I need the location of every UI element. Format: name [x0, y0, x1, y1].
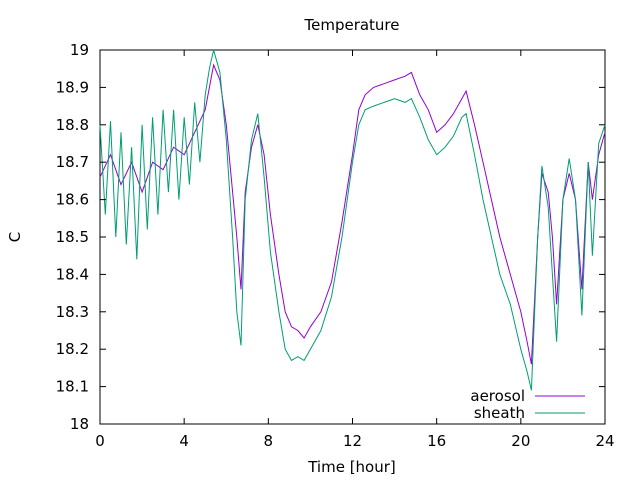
- legend-label-1: sheath: [474, 404, 525, 422]
- x-axis-label: Time [hour]: [307, 458, 396, 476]
- y-tick-label-3: 18.3: [56, 303, 89, 321]
- y-tick-label-7: 18.7: [56, 153, 89, 171]
- legend-label-0: aerosol: [470, 387, 525, 405]
- y-tick-label-1: 18.1: [56, 378, 89, 396]
- x-tick-label-4: 16: [427, 432, 446, 450]
- x-tick-label-1: 4: [179, 432, 189, 450]
- plot-area: 0 4 8 12 16 20 24 18 18.1 18.2 18.3 18.4 18.5 18.6 18.…: [56, 41, 615, 450]
- x-tick-label-6: 24: [595, 432, 614, 450]
- y-tick-label-9: 18.9: [56, 78, 89, 96]
- series-layer: [99, 49, 606, 391]
- tick-layer: 0 4 8 12 16 20 24 18 18.1 18.2 18.3 18.4 18.5 18.6 18.…: [56, 41, 615, 450]
- y-tick-label-4: 18.4: [56, 265, 89, 283]
- x-tick-label-3: 12: [343, 432, 362, 450]
- x-tick-label-5: 20: [511, 432, 530, 450]
- series-line-0: [99, 63, 606, 365]
- series-line-1: [99, 49, 606, 391]
- y-tick-label-10: 19: [70, 41, 89, 59]
- plot-frame: [99, 49, 606, 425]
- y-tick-label-8: 18.8: [56, 116, 89, 134]
- x-tick-label-2: 8: [264, 432, 274, 450]
- x-tick-label-0: 0: [95, 432, 105, 450]
- y-tick-label-0: 18: [70, 415, 89, 433]
- y-tick-label-6: 18.6: [56, 191, 89, 209]
- chart-title: Temperature: [303, 16, 399, 34]
- y-axis-label: C: [6, 232, 24, 242]
- y-tick-label-2: 18.2: [56, 340, 89, 358]
- y-tick-label-5: 18.5: [56, 228, 89, 246]
